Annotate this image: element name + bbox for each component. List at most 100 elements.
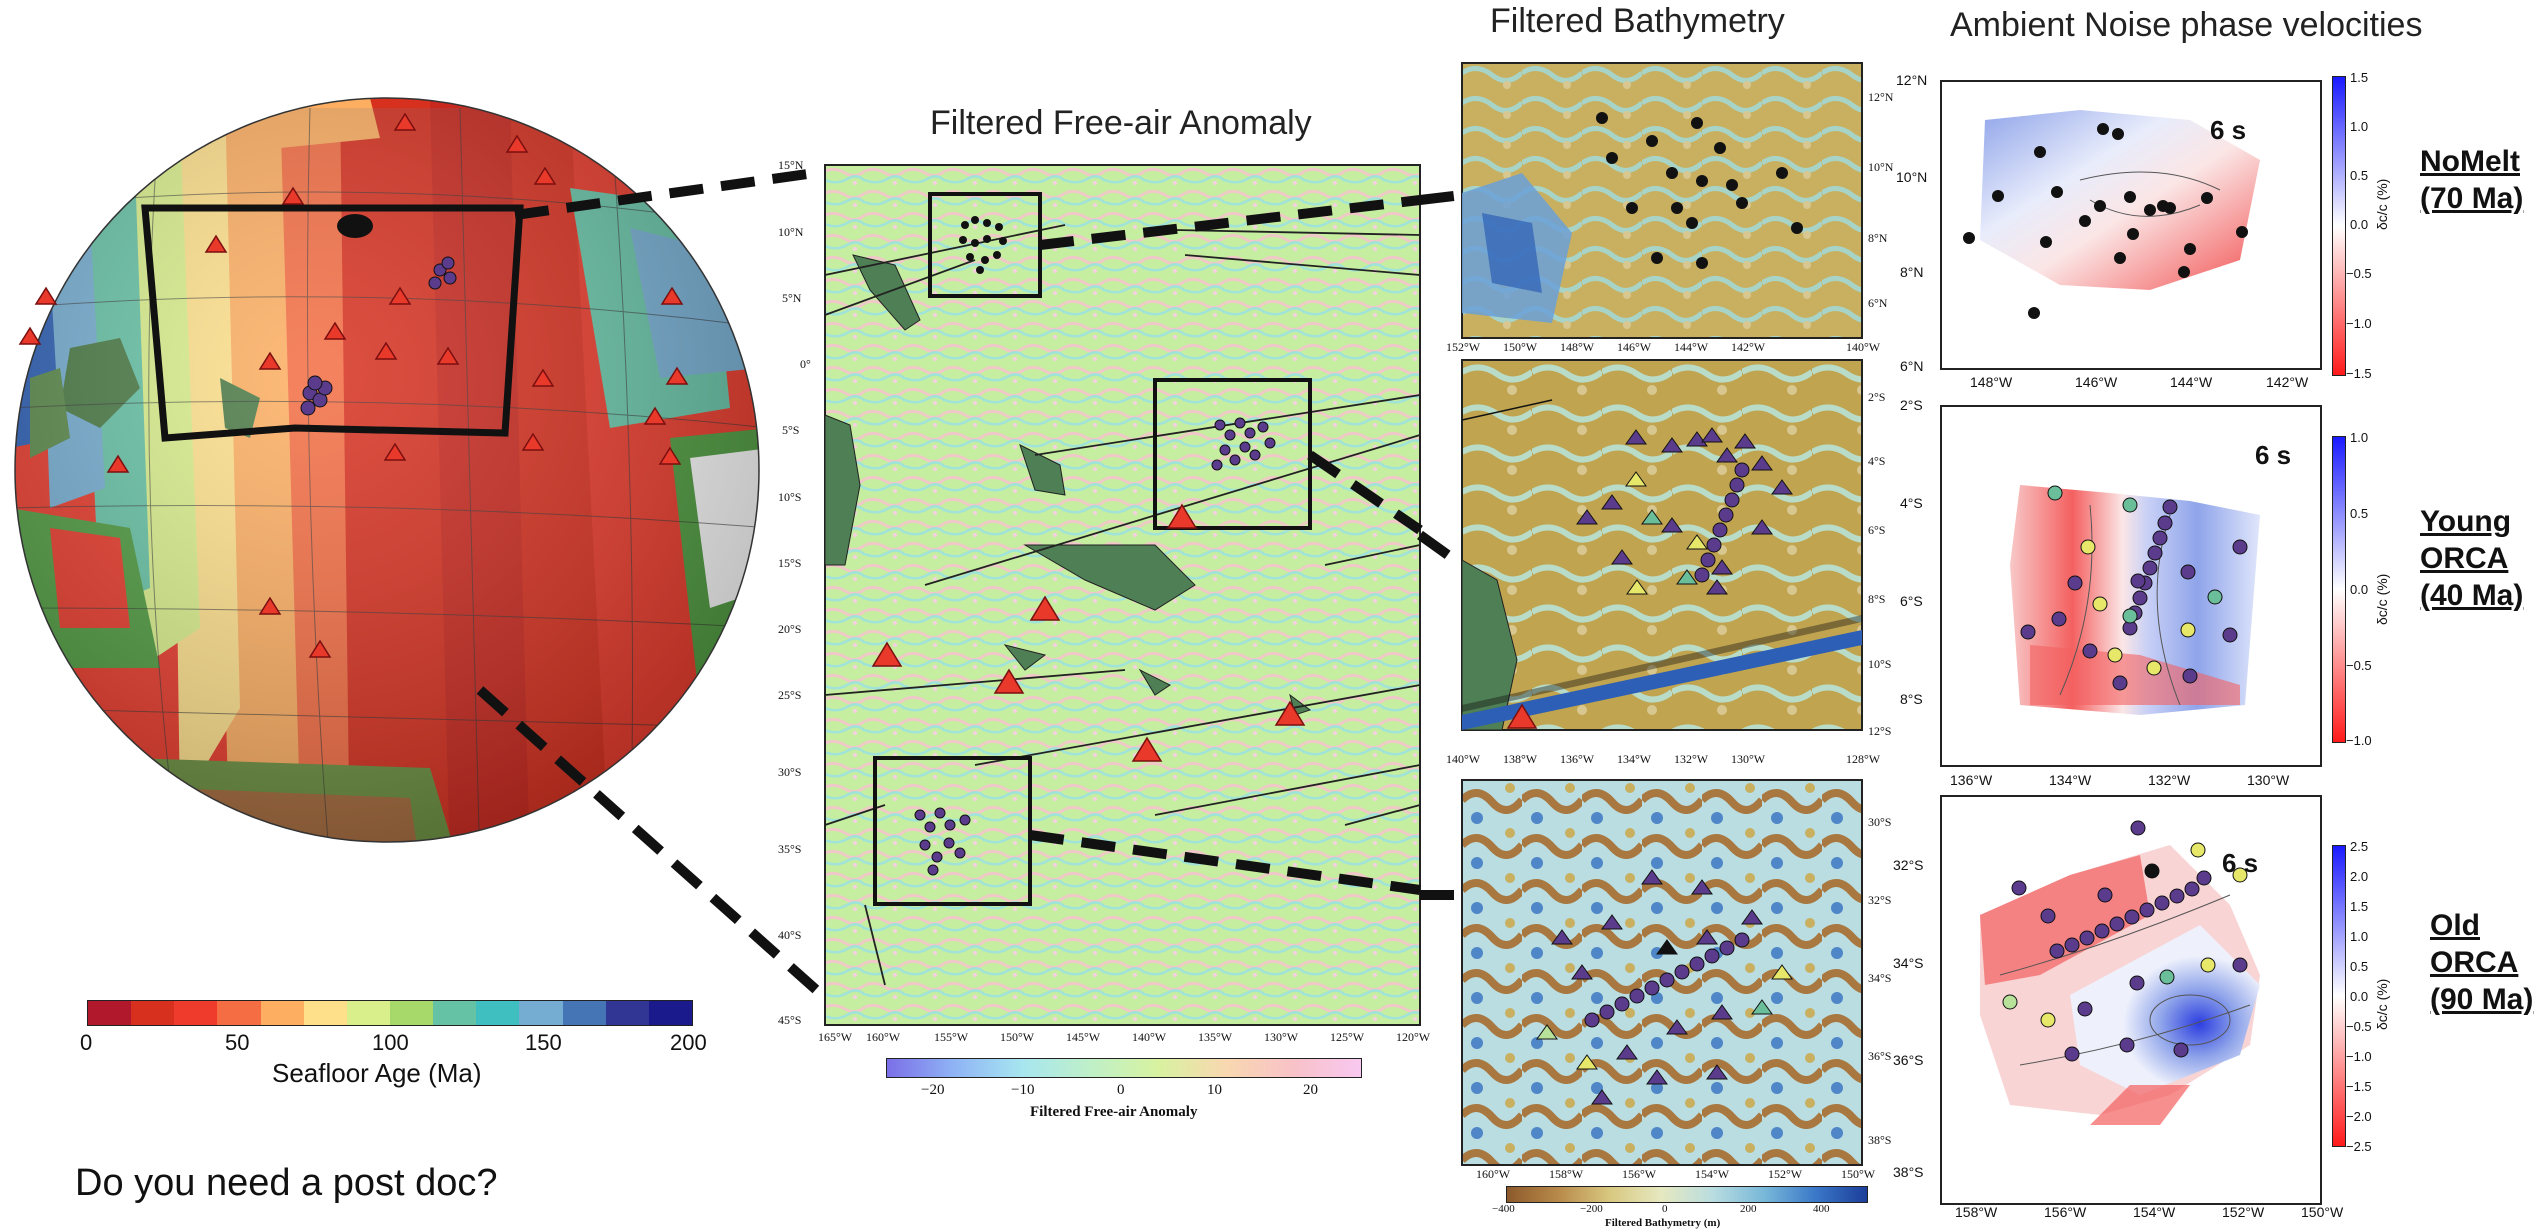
side-label-line: ORCA — [2430, 946, 2519, 979]
tick: 1.5 — [2350, 70, 2369, 85]
tick: −0.5 — [2346, 658, 2372, 673]
side-label-nomelt: NoMelt (70 Ma) — [2420, 143, 2523, 217]
tick: 0.0 — [2350, 989, 2369, 1004]
tick: 134°W — [1617, 752, 1652, 766]
tick: 50 — [225, 1030, 250, 1055]
tick: 4°S — [1868, 454, 1886, 468]
tick: −400 — [1492, 1203, 1515, 1215]
free-air-colorbar-label: Filtered Free-air Anomaly — [1030, 1104, 1198, 1120]
tick: 10°N — [1896, 169, 1928, 185]
bathymetry-colorbar — [1506, 1186, 1868, 1203]
tick: 20°S — [778, 622, 802, 636]
tick: 0.0 — [2350, 217, 2369, 232]
tick: 25°S — [778, 688, 802, 702]
free-air-title: Filtered Free-air Anomaly — [930, 104, 1312, 142]
side-label-old-orca: Old ORCA (90 Ma) — [2430, 907, 2533, 1018]
tick: 150°W — [1503, 340, 1538, 354]
tick: 140°W — [1846, 340, 1881, 354]
colorbar-label: δc/c (%) — [2374, 178, 2390, 230]
tick: 0.5 — [2350, 959, 2369, 974]
tick: 138°W — [1503, 752, 1538, 766]
tick: −1.0 — [2346, 1049, 2372, 1064]
tick: 158°W — [1549, 1167, 1584, 1181]
tick: 2°S — [1900, 397, 1923, 413]
side-label-line: (90 Ma) — [2430, 983, 2534, 1016]
tick: −2.5 — [2346, 1139, 2372, 1154]
tick: 15°S — [778, 556, 802, 570]
free-air-map — [824, 164, 1423, 1026]
tick: 144°W — [2170, 374, 2213, 390]
tick: 136°W — [1950, 772, 1993, 788]
free-air-colorbar — [886, 1058, 1362, 1078]
tick: 132°W — [2148, 772, 2191, 788]
tick: 140°W — [1446, 752, 1481, 766]
tick: 30°S — [1868, 815, 1892, 829]
tick: −10 — [1011, 1082, 1035, 1098]
tick: 142°W — [1731, 340, 1766, 354]
tick: 160°W — [1476, 1167, 1511, 1181]
tick: −2.0 — [2346, 1109, 2372, 1124]
velocity-map-young-orca — [2010, 485, 2260, 715]
tick: −1.0 — [2346, 733, 2372, 748]
tick: 200 — [1740, 1203, 1757, 1215]
tick: −1.5 — [2346, 366, 2372, 381]
tick: 38°S — [1893, 1164, 1924, 1180]
tick: 1.0 — [2350, 929, 2369, 944]
tick: 130°W — [1264, 1030, 1299, 1044]
tick: 12°S — [1868, 724, 1892, 738]
tick: 130°W — [1731, 752, 1766, 766]
tick: 144°W — [1674, 340, 1709, 354]
tick: 165°W — [818, 1030, 853, 1044]
tick: 146°W — [1617, 340, 1652, 354]
tick: 200 — [670, 1030, 707, 1055]
velocity-panel-nomelt — [1940, 80, 2322, 370]
tick: 36°S — [1868, 1049, 1892, 1063]
velocity-colorbar-old-orca — [2332, 845, 2346, 1147]
tick: 135°W — [1198, 1030, 1233, 1044]
tick: 148°W — [1970, 374, 2013, 390]
side-label-line: Old — [2430, 909, 2480, 942]
tick: 152°W — [1446, 340, 1481, 354]
colorbar-label: δc/c (%) — [2374, 978, 2390, 1030]
tick: 160°W — [866, 1030, 901, 1044]
tick: 128°W — [1846, 752, 1881, 766]
tick: 36°S — [1893, 1052, 1924, 1068]
tick: 156°W — [1622, 1167, 1657, 1181]
tick: 8°S — [1868, 592, 1886, 606]
tick: 150°W — [2301, 1204, 2344, 1220]
tick: 120°W — [1396, 1030, 1431, 1044]
tick: −200 — [1580, 1203, 1603, 1215]
tick: 154°W — [2133, 1204, 2176, 1220]
tick: 0.5 — [2350, 506, 2369, 521]
velocity-panel-old-orca — [1940, 795, 2322, 1205]
side-label-young-orca: Young ORCA (40 Ma) — [2420, 503, 2523, 614]
tick: 45°S — [778, 1013, 802, 1027]
tick: 2.5 — [2350, 839, 2369, 854]
tick: 2°S — [1868, 390, 1886, 404]
tick: 150 — [525, 1030, 562, 1055]
side-label-line: (70 Ma) — [2420, 182, 2524, 215]
bathy-panel-old-orca — [1461, 779, 1863, 1166]
tick: 132°W — [1674, 752, 1709, 766]
tick: 0.0 — [2350, 582, 2369, 597]
side-label-line: ORCA — [2420, 542, 2509, 575]
tick: 152°W — [2222, 1204, 2265, 1220]
seafloor-age-colorbar — [87, 1000, 693, 1026]
tick: 156°W — [2044, 1204, 2087, 1220]
tick: 142°W — [2266, 374, 2309, 390]
tick: 10°S — [1868, 657, 1892, 671]
velocity-colorbar-nomelt — [2332, 76, 2346, 376]
question-text: Do you need a post doc? — [75, 1162, 498, 1204]
period-label: 6 s — [2210, 115, 2247, 145]
tick: 150°W — [1841, 1167, 1876, 1181]
tick: 4°S — [1900, 495, 1923, 511]
tick: 158°W — [1955, 1204, 1998, 1220]
tick: 140°W — [1132, 1030, 1167, 1044]
tick: 146°W — [2075, 374, 2118, 390]
ambient-noise-title: Ambient Noise phase velocities — [1950, 6, 2423, 44]
tick: −0.5 — [2346, 266, 2372, 281]
tick: 8°N — [1900, 264, 1924, 280]
tick: 6°N — [1868, 296, 1888, 310]
tick: 155°W — [934, 1030, 969, 1044]
